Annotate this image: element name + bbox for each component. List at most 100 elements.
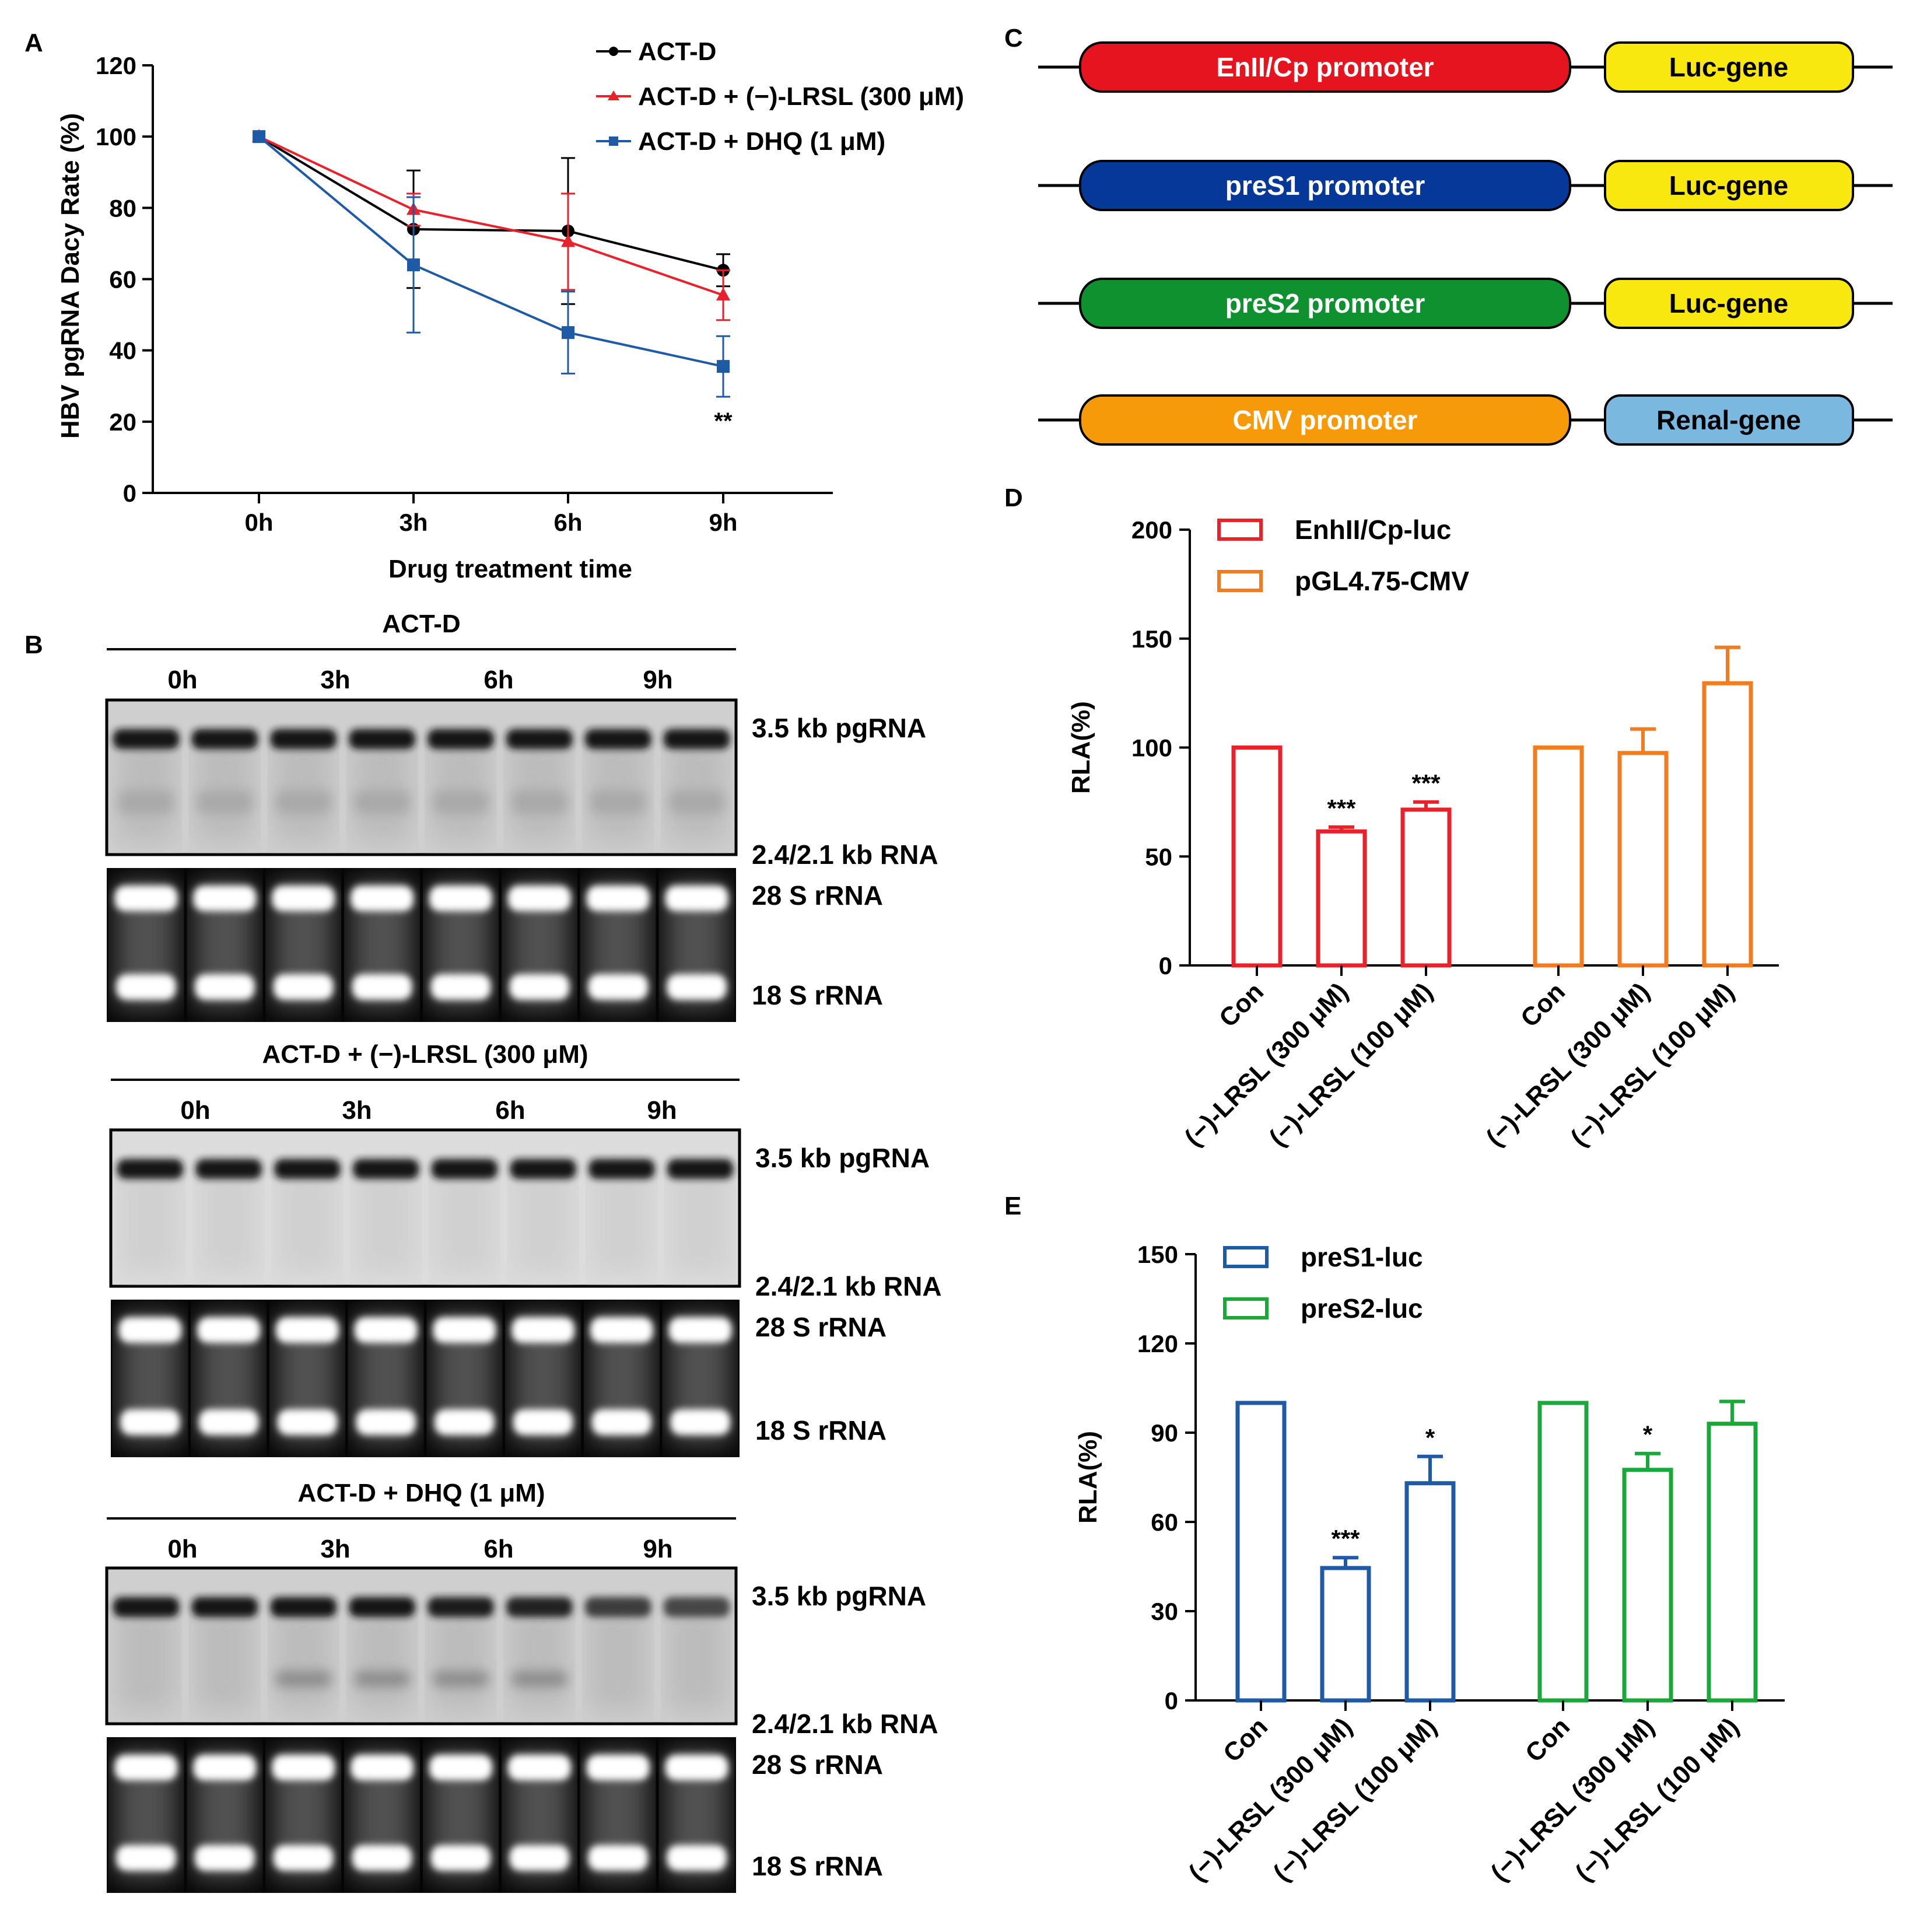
blot-band-28s (197, 1317, 261, 1343)
blot-smear (273, 735, 334, 843)
chart-xtick-label: (−)-LRSL (100 μM) (1264, 977, 1438, 1152)
chart-bar (1622, 1468, 1673, 1703)
chart-legend-swatch (1223, 1297, 1269, 1320)
blot-band-18s (198, 1409, 259, 1435)
chart-bar (1702, 681, 1753, 968)
chart-legend-swatch (1223, 1246, 1269, 1268)
chart-a-legend-marker (609, 47, 618, 56)
chart-xtick-label: (−)-LRSL (100 μM) (1570, 1712, 1744, 1887)
chart-a-point (407, 258, 420, 272)
panel-label-c: C (1004, 24, 1023, 52)
blot-band-28s (114, 886, 178, 911)
blot-label-28s: 28 S rRNA (752, 1749, 883, 1780)
chart-a-legend-label: ACT-D + DHQ (1 μM) (638, 127, 885, 156)
blot-smear (352, 1603, 412, 1712)
blot-band-18s (116, 974, 176, 1000)
chart-bar (1316, 829, 1367, 968)
blot-band-18s (120, 1409, 180, 1435)
blot-band-pgrna (431, 1159, 497, 1179)
chart-a-ytick-label: 120 (96, 52, 136, 79)
blot-smear (120, 1165, 180, 1275)
blot-band-rna (275, 1671, 331, 1686)
blot-smear (356, 1165, 416, 1275)
chart-bar (1533, 746, 1584, 968)
chart-significance: *** (1411, 769, 1441, 797)
chart-ytick-label: 0 (1159, 952, 1172, 979)
chart-xtick-label: (−)-LRSL (300 μM) (1179, 977, 1354, 1152)
chart-ytick-label: 0 (1165, 1687, 1178, 1714)
blot-band-pgrna (270, 1597, 337, 1617)
blot-band-pgrna (113, 729, 180, 749)
blot-band-rna (354, 790, 410, 814)
blot-band-rna (118, 790, 174, 814)
blot-band-pgrna (270, 729, 337, 749)
blot-label-pgrna: 3.5 kb pgRNA (755, 1143, 930, 1173)
blot-band-rna (433, 1671, 489, 1686)
chart-a-point (562, 326, 574, 340)
blot-smear (435, 1165, 495, 1275)
blot-title: ACT-D + DHQ (1 μM) (297, 1479, 545, 1507)
chart-a-significance: ** (714, 408, 733, 434)
blot-band-pgrna (191, 729, 258, 749)
chart-bar (1707, 1422, 1758, 1703)
blot-band-pgrna (663, 1597, 730, 1617)
blot-band-18s (277, 1409, 338, 1435)
blot-label-18s: 18 S rRNA (752, 1851, 883, 1881)
blot-smear (670, 1165, 730, 1275)
blot-time-label: 0h (180, 1096, 210, 1125)
chart-bar (1320, 1566, 1371, 1703)
blot-band-28s (429, 886, 492, 911)
blot-band-28s (351, 886, 414, 911)
chart-ylabel: RLA(%) (1067, 701, 1095, 794)
blot-band-pgrna (195, 1159, 262, 1179)
blot-smear (116, 735, 176, 843)
blot-band-18s (195, 974, 255, 1000)
chart-xtick-label: Con (1214, 977, 1269, 1032)
blot-band-28s (118, 1317, 182, 1343)
construct-promoter-box (1079, 160, 1571, 211)
blot-label-18s: 18 S rRNA (752, 980, 883, 1010)
blot-band-pgrna (506, 1597, 573, 1617)
blot-band-18s (273, 1845, 334, 1871)
chart-xtick-label: (−)-LRSL (300 μM) (1481, 977, 1655, 1152)
chart-xtick-label: Con (1218, 1712, 1273, 1768)
blot-smear (116, 1603, 176, 1712)
blot-band-pgrna (274, 1159, 341, 1179)
blot-smear (513, 1165, 573, 1275)
blot-band-28s (433, 1317, 496, 1343)
blot-label-28s: 28 S rRNA (752, 880, 883, 911)
blot-band-18s (509, 1845, 570, 1871)
chart-a-point (717, 360, 730, 373)
blot-smear (509, 1603, 570, 1712)
blot-band-pgrna (667, 1159, 734, 1179)
blot-band-18s (509, 974, 570, 1000)
blot-band-28s (586, 886, 650, 911)
panel-b-northern-blots: ACT-D 0h 3h 6h 9h 3.5 kb pgRNA 2.4/2.1 kb RNA 2… (105, 610, 942, 1893)
chart-legend-label: preS2-luc (1301, 1293, 1423, 1324)
chart-xtick-label: (−)-LRSL (100 μM) (1565, 977, 1740, 1152)
chart-legend-label: EnhII/Cp-luc (1295, 514, 1451, 545)
construct-promoter-box (1079, 278, 1571, 329)
blot-smear (588, 1603, 648, 1712)
blot-band-18s (435, 1409, 495, 1435)
construct-gene-box (1604, 160, 1854, 211)
panel-label-b: B (24, 631, 43, 659)
blot-label-18s: 18 S rRNA (755, 1415, 887, 1446)
blot-band-28s (351, 1755, 414, 1780)
blot-band-18s (195, 1845, 255, 1871)
chart-a-ytick-label: 100 (96, 123, 136, 150)
chart-ytick-label: 60 (1151, 1508, 1178, 1536)
blot-band-rna (511, 1671, 567, 1686)
construct-gene-box (1604, 41, 1854, 93)
chart-a-ytick-label: 40 (109, 337, 136, 365)
blot-band-18s (591, 1409, 652, 1435)
construct-promoter-label: EnII/Cp promoter (1216, 52, 1434, 82)
chart-a-ytick-label: 0 (123, 480, 136, 507)
chart-ytick-label: 150 (1137, 1241, 1178, 1268)
chart-ytick-label: 100 (1131, 734, 1172, 762)
blot-time-label: 3h (320, 666, 350, 694)
blot-time-label: 3h (342, 1096, 372, 1125)
construct-gene-label: Luc-gene (1669, 288, 1788, 318)
blot-band-rna (433, 790, 489, 814)
blot-smear (667, 1603, 727, 1712)
